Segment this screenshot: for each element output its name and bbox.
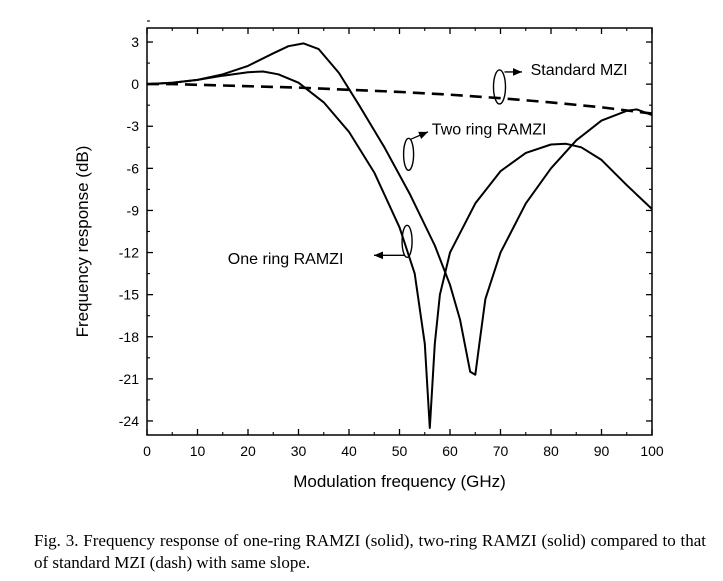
standard-mzi-marker bbox=[492, 69, 507, 105]
x-tick-label: 30 bbox=[291, 443, 307, 459]
y-tick-label: -18 bbox=[119, 329, 139, 345]
series-layer bbox=[147, 42, 652, 429]
plot-frame bbox=[146, 27, 653, 436]
x-tick-label: 0 bbox=[143, 443, 151, 459]
y-tick-label: -24 bbox=[119, 413, 139, 429]
x-tick-label: 20 bbox=[240, 443, 256, 459]
x-tick-label: 90 bbox=[594, 443, 610, 459]
axes: 0 10 20 30 40 50 60 70 80 90 10030-3-6-9-12-15-18-… bbox=[119, 20, 664, 459]
x-tick-label: 100 bbox=[640, 443, 664, 459]
y-tick-label: -6 bbox=[127, 160, 140, 176]
annotation-standard-mzi: Standard MZI bbox=[531, 62, 628, 79]
frequency-response-chart: 0 10 20 30 40 50 60 70 80 90 10030-3-6-9-12-15-18-… bbox=[73, 20, 664, 491]
two-ring-marker bbox=[402, 137, 415, 172]
y-axis-title: Frequency response (dB) bbox=[73, 146, 92, 338]
y-tick-label: 3 bbox=[131, 34, 139, 50]
x-tick-label: 10 bbox=[190, 443, 206, 459]
one-ring-marker bbox=[401, 224, 413, 259]
y-tick-label: 0 bbox=[131, 76, 139, 92]
two-ring-arrow bbox=[410, 131, 429, 140]
y-tick-label: -3 bbox=[127, 118, 140, 134]
y-tick-label: -12 bbox=[119, 245, 139, 261]
annotations: Standard MZI Two ring RAMZI One ring RAMZI bbox=[228, 62, 628, 268]
annotation-one-ring-ramzi: One ring RAMZI bbox=[228, 251, 344, 268]
x-tick-label: 80 bbox=[543, 443, 559, 459]
series-line-standard-mzi bbox=[147, 82, 652, 115]
x-tick-label: 40 bbox=[341, 443, 357, 459]
x-tick-label: 50 bbox=[392, 443, 408, 459]
y-tick-label: -21 bbox=[119, 371, 139, 387]
x-axis-title: Modulation frequency (GHz) bbox=[293, 472, 506, 491]
annotation-two-ring-ramzi: Two ring RAMZI bbox=[432, 121, 547, 138]
y-tick-label: -9 bbox=[127, 202, 140, 218]
figure-caption: Fig. 3. Frequency response of one-ring R… bbox=[34, 531, 706, 572]
y-tick-label: -15 bbox=[119, 287, 139, 303]
x-tick-label: 70 bbox=[493, 443, 509, 459]
series-line-two-ring-ramzi bbox=[147, 42, 652, 376]
x-tick-label: 60 bbox=[442, 443, 458, 459]
series-line-one-ring-ramzi bbox=[147, 70, 652, 429]
